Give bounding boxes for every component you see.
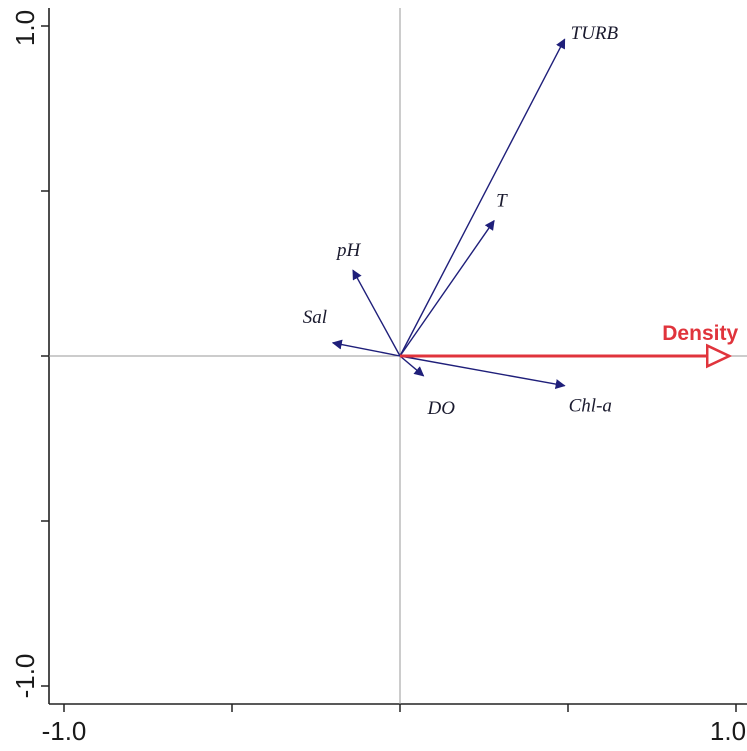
y-tick-label-min: -1.0 — [10, 654, 40, 699]
vector-t — [399, 219, 495, 357]
vector-ph — [352, 269, 401, 357]
vector-label-sal: Sal — [303, 307, 327, 328]
vector-label-density: Density — [662, 322, 738, 345]
y-tick-label-max: 1.0 — [10, 10, 40, 46]
x-tick-label-min: -1.0 — [42, 716, 87, 746]
y-tick-marks — [41, 25, 49, 687]
vector-label-t: T — [496, 191, 508, 212]
vector-group: TURB TpH Sal DO Chl-a Density — [303, 23, 739, 419]
vector-label-turb: TURB — [571, 23, 619, 44]
vector-sal — [331, 339, 401, 357]
vector-label-do: DO — [427, 398, 456, 419]
x-tick-label-max: 1.0 — [710, 716, 746, 746]
vector-turb — [399, 38, 566, 357]
x-tick-marks — [63, 704, 737, 712]
vector-label-ph: pH — [335, 240, 362, 261]
vector-chl-a — [399, 355, 566, 390]
vector-do — [399, 355, 425, 377]
vector-label-chl-a: Chl-a — [569, 396, 612, 417]
